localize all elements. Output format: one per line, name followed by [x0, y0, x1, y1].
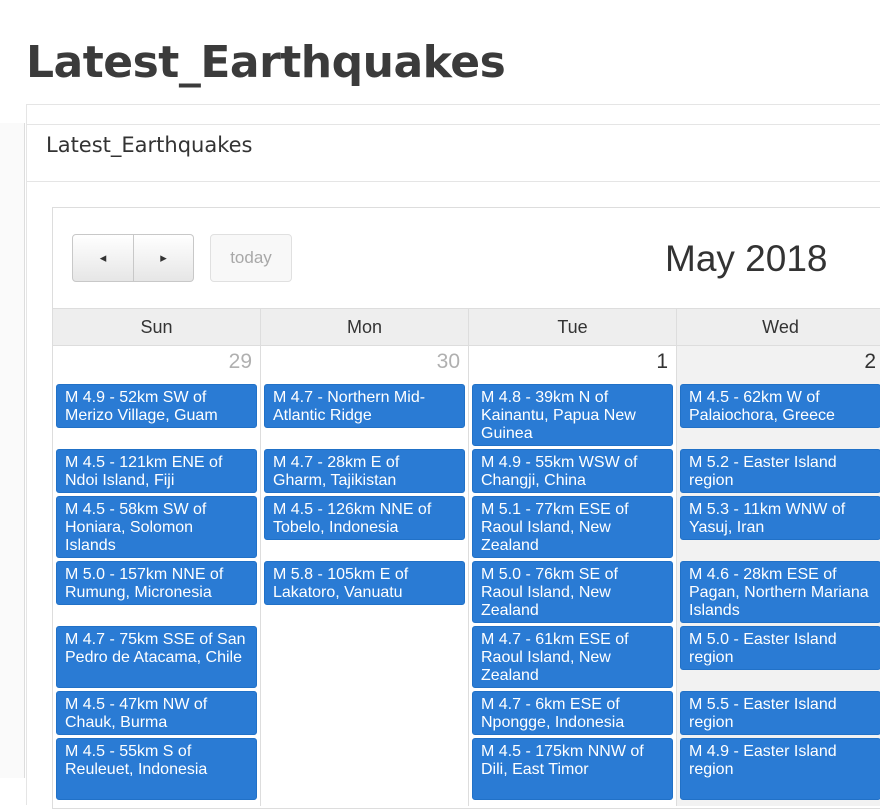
- day-cell-sun[interactable]: 29 M 4.9 - 52km SW of Merizo Village, Gu…: [53, 346, 261, 806]
- prev-month-button[interactable]: ◂: [72, 234, 134, 282]
- event-item[interactable]: M 4.5 - 175km NNW of Dili, East Timor: [472, 738, 673, 800]
- event-item[interactable]: M 4.5 - 55km S of Reuleuet, Indonesia: [56, 738, 257, 800]
- event-item[interactable]: M 4.5 - 121km ENE of Ndoi Island, Fiji: [56, 449, 257, 493]
- day-header-mon: Mon: [261, 308, 469, 346]
- chevron-left-icon: ◂: [99, 250, 107, 265]
- day-cell-wed[interactable]: 2 M 4.5 - 62km W of Palaiochora, Greece …: [677, 346, 880, 806]
- event-item[interactable]: M 4.9 - Easter Island region: [680, 738, 880, 800]
- event-item[interactable]: M 4.9 - 55km WSW of Changji, China: [472, 449, 673, 493]
- event-item[interactable]: M 5.0 - 76km SE of Raoul Island, New Zea…: [472, 561, 673, 623]
- day-number: 29: [228, 350, 252, 373]
- panel-title: Latest_Earthquakes: [46, 133, 253, 157]
- day-cell-tue[interactable]: 1 M 4.8 - 39km N of Kainantu, Papua New …: [469, 346, 677, 806]
- event-item[interactable]: M 5.8 - 105km E of Lakatoro, Vanuatu: [264, 561, 465, 605]
- chevron-right-icon: ▸: [160, 250, 167, 265]
- event-item[interactable]: M 5.0 - 157km NNE of Rumung, Micronesia: [56, 561, 257, 605]
- calendar: ◂ ▸ today May 2018 Sun Mon Tue Wed 29 M …: [52, 207, 880, 809]
- event-item[interactable]: M 4.5 - 62km W of Palaiochora, Greece: [680, 384, 880, 428]
- month-title: May 2018: [665, 238, 828, 279]
- day-number: 2: [864, 350, 876, 373]
- event-item[interactable]: M 5.3 - 11km WNW of Yasuj, Iran: [680, 496, 880, 540]
- event-item[interactable]: M 4.8 - 39km N of Kainantu, Papua New Gu…: [472, 384, 673, 446]
- event-item[interactable]: M 4.7 - 75km SSE of San Pedro de Atacama…: [56, 626, 257, 688]
- event-item[interactable]: M 4.5 - 58km SW of Honiara, Solomon Isla…: [56, 496, 257, 558]
- event-item[interactable]: M 4.7 - Northern Mid-Atlantic Ridge: [264, 384, 465, 428]
- next-month-button[interactable]: ▸: [134, 234, 194, 282]
- today-button[interactable]: today: [210, 234, 292, 282]
- event-item[interactable]: M 4.7 - 61km ESE of Raoul Island, New Ze…: [472, 626, 673, 688]
- event-item[interactable]: M 4.5 - 47km NW of Chauk, Burma: [56, 691, 257, 735]
- left-sidebar-edge: [0, 123, 25, 778]
- day-number: 30: [436, 350, 460, 373]
- event-item[interactable]: M 4.6 - 28km ESE of Pagan, Northern Mari…: [680, 561, 880, 623]
- day-header-tue: Tue: [469, 308, 677, 346]
- event-item[interactable]: M 5.1 - 77km ESE of Raoul Island, New Ze…: [472, 496, 673, 558]
- event-item[interactable]: M 4.5 - 126km NNE of Tobelo, Indonesia: [264, 496, 465, 540]
- event-item[interactable]: M 5.0 - Easter Island region: [680, 626, 880, 670]
- calendar-nav-group: ◂ ▸: [72, 234, 194, 282]
- day-header-wed: Wed: [677, 308, 880, 346]
- event-item[interactable]: M 5.5 - Easter Island region: [680, 691, 880, 735]
- event-item[interactable]: M 5.2 - Easter Island region: [680, 449, 880, 493]
- day-header-sun: Sun: [53, 308, 261, 346]
- event-item[interactable]: M 4.7 - 6km ESE of Npongge, Indonesia: [472, 691, 673, 735]
- day-number: 1: [656, 350, 668, 373]
- event-item[interactable]: M 4.9 - 52km SW of Merizo Village, Guam: [56, 384, 257, 428]
- panel-heading: Latest_Earthquakes: [27, 124, 880, 182]
- page-title: Latest_Earthquakes: [26, 37, 506, 88]
- day-cell-mon[interactable]: 30 M 4.7 - Northern Mid-Atlantic Ridge M…: [261, 346, 469, 806]
- event-item[interactable]: M 4.7 - 28km E of Gharm, Tajikistan: [264, 449, 465, 493]
